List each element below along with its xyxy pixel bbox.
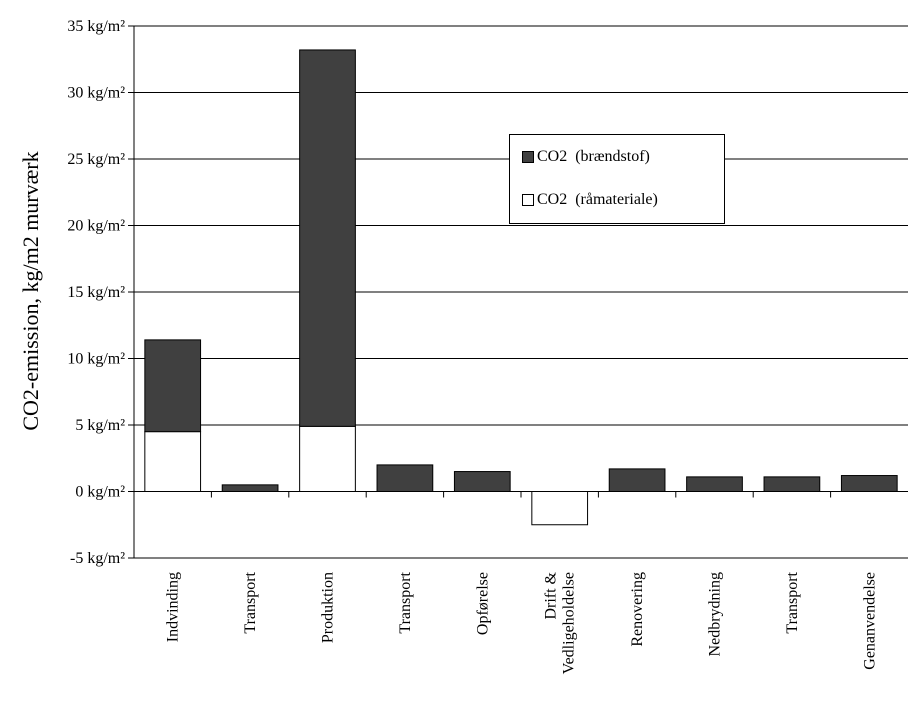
legend-swatch-raw-material xyxy=(522,194,534,206)
bar-fuel xyxy=(763,476,821,492)
x-tick-labels: Indvinding Transport Produktion Transport Op… xyxy=(165,571,879,674)
y-tick-label: 15 kg/m² xyxy=(67,284,125,301)
y-tick-label: 0 kg/m² xyxy=(75,484,125,501)
bar-fuel xyxy=(840,475,898,493)
x-tick-label: Produktion xyxy=(320,572,337,643)
bar-raw-material xyxy=(531,491,589,526)
bar-fuel xyxy=(144,339,202,433)
y-tick-label: -5 kg/m² xyxy=(70,550,125,567)
bar-fuel xyxy=(686,476,743,492)
x-tick-label: Drift & xyxy=(543,571,560,619)
x-tick-label: Transport xyxy=(397,571,414,633)
x-tick-label: Indvinding xyxy=(165,572,182,642)
y-tick-label: 5 kg/m² xyxy=(75,417,125,434)
bars xyxy=(144,49,898,526)
legend-label-fuel: CO2 (brændstof) xyxy=(537,148,650,165)
legend: CO2 (brændstof) CO2 (råmateriale) xyxy=(509,134,725,224)
x-tick-label: Transport xyxy=(242,571,259,633)
bar-fuel xyxy=(221,484,279,493)
y-tick-label: 20 kg/m² xyxy=(67,218,125,235)
x-tick-label: Vedligeholdelse xyxy=(561,572,578,674)
legend-label-raw-material: CO2 (råmateriale) xyxy=(537,191,658,208)
y-tick-label: 35 kg/m² xyxy=(67,18,125,35)
x-tick-label: Transport xyxy=(784,571,801,633)
x-tick-label: Renovering xyxy=(629,572,646,647)
y-tick-label: 10 kg/m² xyxy=(67,351,125,368)
x-tick-label: Nedbrydning xyxy=(707,572,724,656)
x-tick-label: Opførelse xyxy=(474,572,491,635)
bar-fuel xyxy=(299,49,356,427)
legend-item-raw-material: CO2 (råmateriale) xyxy=(522,191,658,209)
y-axis-label: CO2-emission, kg/m2 murværk xyxy=(18,151,43,430)
bar-fuel xyxy=(608,468,666,493)
bar-fuel xyxy=(453,471,511,492)
bar-raw-material xyxy=(144,431,202,492)
y-tick-label: 30 kg/m² xyxy=(67,85,125,102)
x-tick-label: Genanvendelse xyxy=(861,572,878,670)
legend-swatch-fuel xyxy=(522,151,534,163)
axes xyxy=(128,25,908,559)
legend-item-fuel: CO2 (brændstof) xyxy=(522,148,650,166)
y-tick-labels: -5 kg/m² 0 kg/m² 5 kg/m² 10 kg/m² 15 kg/m² 20… xyxy=(67,18,125,567)
bar-raw-material xyxy=(299,425,356,492)
y-tick-label: 25 kg/m² xyxy=(67,151,125,168)
bar-fuel xyxy=(376,464,434,492)
